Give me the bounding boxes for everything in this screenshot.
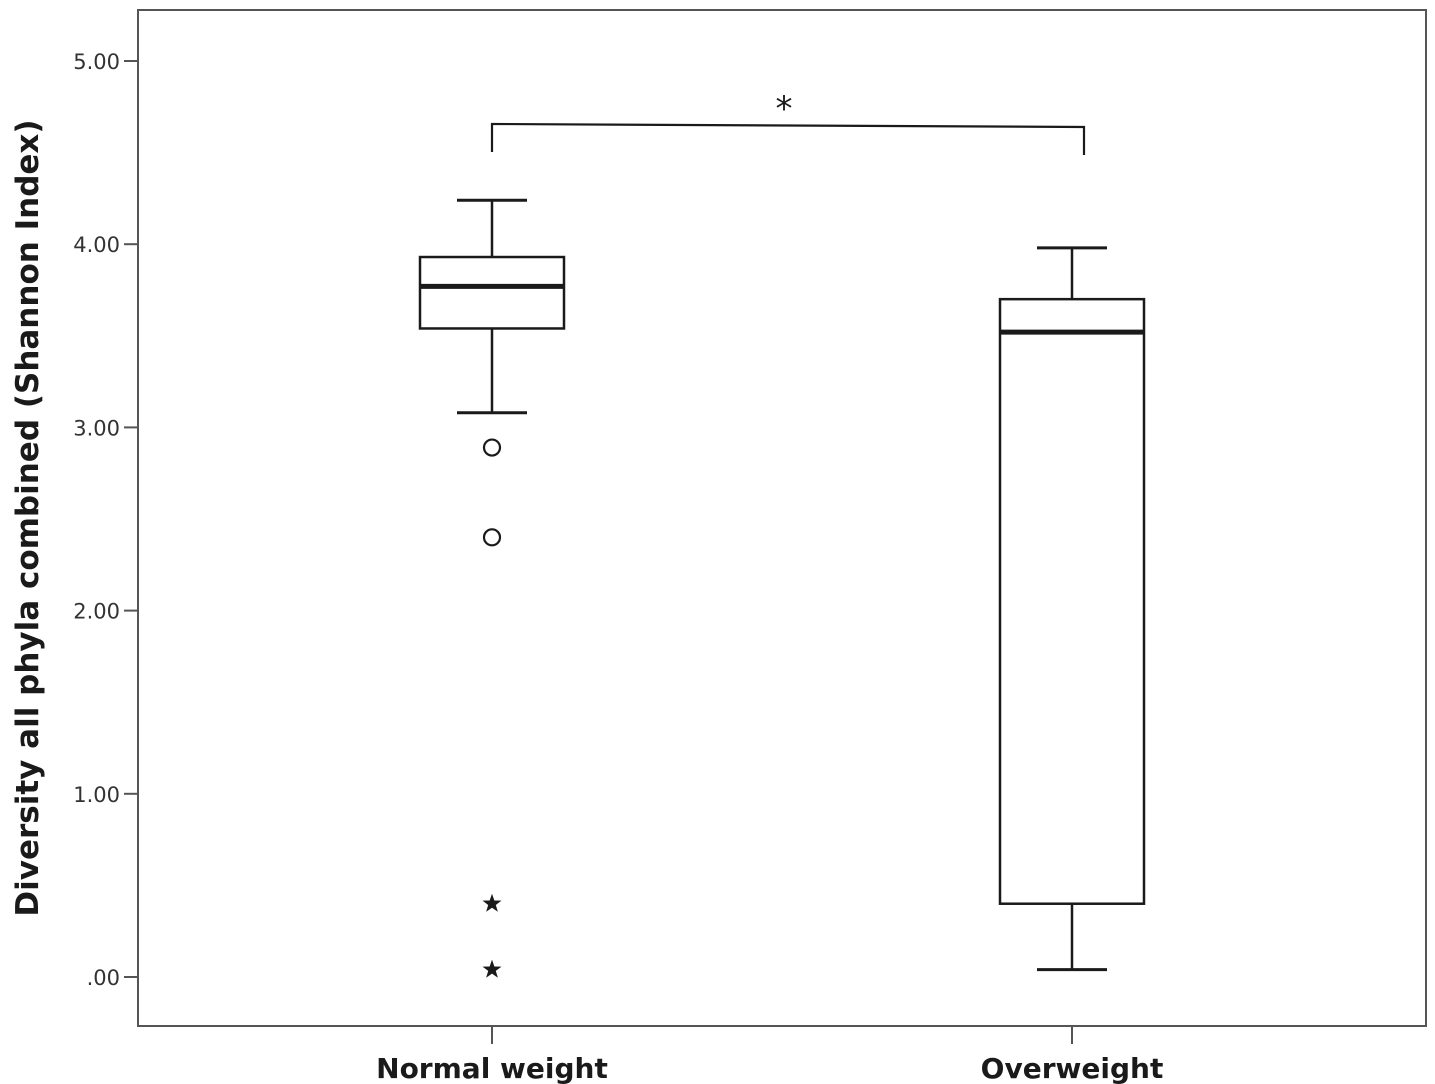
extreme-point bbox=[482, 893, 502, 912]
box-overweight bbox=[998, 246, 1146, 972]
y-tick-label: 2.00 bbox=[73, 600, 120, 624]
x-category-label: Overweight bbox=[981, 1052, 1164, 1084]
significance-marker: * bbox=[776, 89, 793, 129]
outlier-point bbox=[482, 528, 502, 547]
y-tick-label: 1.00 bbox=[73, 783, 120, 807]
iqr-box bbox=[418, 255, 566, 330]
x-axis: Normal weight Overweight bbox=[376, 1026, 1163, 1084]
y-axis: .00 1.00 2.00 3.00 4.00 5.00 bbox=[73, 50, 138, 990]
iqr-box bbox=[998, 297, 1146, 905]
x-category-label: Normal weight bbox=[376, 1052, 608, 1084]
outlier-point bbox=[482, 438, 502, 457]
significance-line bbox=[490, 122, 1086, 155]
box-normal-weight bbox=[418, 198, 566, 978]
extreme-point bbox=[482, 959, 502, 978]
significance-bracket: * bbox=[490, 89, 1086, 155]
y-axis-title: Diversity all phyla combined (Shannon In… bbox=[10, 119, 46, 916]
plot-frame bbox=[137, 9, 1427, 1027]
y-tick-label: 4.00 bbox=[73, 233, 120, 257]
y-tick-label: .00 bbox=[87, 966, 120, 990]
y-tick-label: 3.00 bbox=[73, 416, 120, 440]
box-series bbox=[418, 198, 1146, 978]
y-tick-label: 5.00 bbox=[73, 50, 120, 74]
